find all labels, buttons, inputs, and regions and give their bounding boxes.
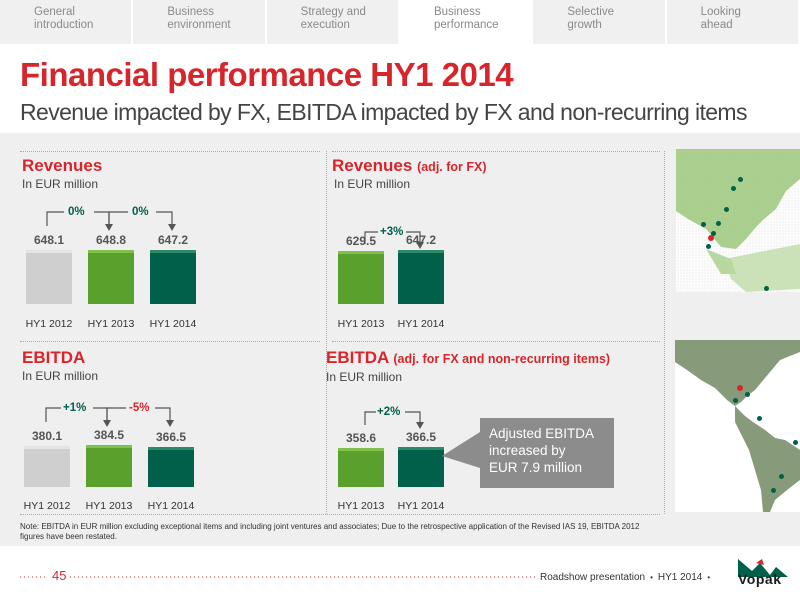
divider — [332, 341, 660, 342]
growth-label: -5% — [129, 402, 150, 414]
bar — [398, 447, 444, 487]
category-label: HY1 2013 — [337, 318, 385, 330]
footer-label: Roadshow presentation • HY1 2014 • — [540, 572, 711, 583]
footnote: Note: EBITDA in EUR million excluding ex… — [20, 522, 640, 541]
category-label: HY1 2012 — [25, 318, 73, 330]
bar — [338, 448, 384, 487]
category-label: HY1 2014 — [397, 500, 445, 512]
category-label: HY1 2013 — [87, 318, 135, 330]
divider — [20, 151, 320, 152]
divider — [326, 151, 327, 514]
growth-label: +1% — [63, 402, 87, 414]
bar-highlight — [88, 249, 134, 253]
bar-highlight — [148, 447, 194, 451]
bar-value-label: 380.1 — [31, 428, 63, 443]
category-label: HY1 2013 — [337, 500, 385, 512]
divider — [20, 514, 660, 515]
adjusted-ebitda-callout: Adjusted EBITDA increased by EUR 7.9 mil… — [480, 418, 614, 488]
bar — [86, 445, 132, 487]
bar — [150, 249, 196, 304]
growth-label: 0% — [132, 206, 149, 218]
bar-value-label: 358.6 — [345, 431, 377, 446]
bar-value-label: 366.5 — [405, 430, 437, 445]
ebitda-adj-unit: In EUR million — [326, 370, 403, 384]
footer-line — [20, 576, 535, 578]
revenues-adj-title: Revenues (adj. for FX) — [332, 156, 487, 175]
ebitda-title: EBITDA — [22, 348, 86, 367]
bar — [88, 249, 134, 304]
callout-pointer — [442, 432, 480, 468]
bar-highlight — [398, 447, 444, 451]
page-title: Financial performance HY1 2014 — [20, 56, 514, 93]
tab-business-performance[interactable]: Business performance — [399, 0, 534, 44]
category-label: HY1 2014 — [149, 318, 197, 330]
tab-selective-growth[interactable]: Selective growth — [533, 0, 667, 44]
category-label: HY1 2012 — [23, 500, 71, 512]
bar-value-label: 647.2 — [157, 232, 189, 247]
category-label: HY1 2014 — [397, 318, 445, 330]
bar-highlight — [150, 249, 196, 253]
vopak-logo: Vopak — [730, 557, 796, 593]
bar-value-label: 648.1 — [33, 232, 65, 247]
bar-highlight — [86, 445, 132, 449]
bar-value-label: 384.5 — [93, 428, 125, 443]
revenues-title: Revenues — [22, 156, 103, 175]
vopak-logo-icon — [738, 559, 788, 577]
growth-label: +3% — [380, 226, 404, 238]
revenues-adj-unit: In EUR million — [334, 177, 411, 191]
divider — [664, 151, 665, 514]
tab-strategy-execution[interactable]: Strategy and execution — [266, 0, 400, 44]
divider — [20, 341, 320, 342]
bar-value-label: 648.8 — [95, 232, 127, 247]
tab-general-introduction[interactable]: General introduction — [0, 0, 134, 44]
bar-highlight — [398, 249, 444, 253]
page-subtitle: Revenue impacted by FX, EBITDA impacted … — [20, 99, 747, 125]
revenues-unit: In EUR million — [22, 177, 99, 191]
asia-map — [676, 149, 800, 292]
category-label: HY1 2013 — [85, 500, 133, 512]
growth-label: 0% — [68, 206, 85, 218]
page-number: 45 — [52, 568, 67, 583]
ebitda-unit: In EUR million — [22, 369, 99, 383]
bar-highlight — [338, 251, 384, 255]
americas-map — [675, 340, 800, 512]
growth-label: +2% — [377, 406, 401, 418]
bar — [148, 447, 194, 487]
tab-looking-ahead[interactable]: Looking ahead — [666, 0, 800, 44]
bar-highlight — [26, 249, 72, 253]
bar-highlight — [24, 445, 70, 449]
bar — [24, 445, 70, 487]
bar-highlight — [338, 448, 384, 452]
category-label: HY1 2014 — [147, 500, 195, 512]
ebitda-adj-title: EBITDA (adj. for FX and non-recurring it… — [326, 348, 611, 367]
divider — [332, 151, 660, 152]
tab-business-environment[interactable]: Business environment — [133, 0, 267, 44]
section-nav: General introduction Business environment … — [0, 0, 800, 44]
bar — [26, 249, 72, 304]
bar-value-label: 366.5 — [155, 430, 187, 445]
bar — [338, 251, 384, 304]
bar — [398, 249, 444, 304]
